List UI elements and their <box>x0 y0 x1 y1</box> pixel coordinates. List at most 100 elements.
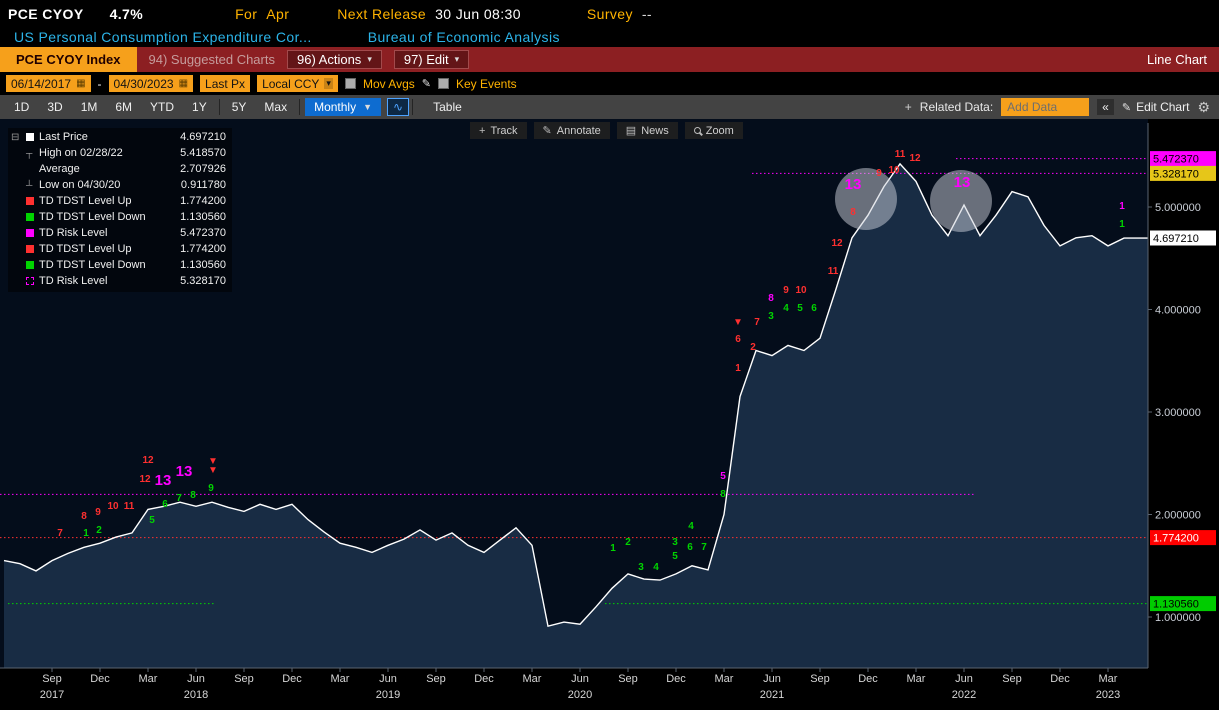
period-tab-6m[interactable]: 6M <box>106 98 141 116</box>
collapse-panel-button[interactable]: « <box>1097 99 1114 115</box>
x-tick-label: Sep <box>42 673 62 685</box>
td-number: 11 <box>828 266 839 277</box>
pencil-icon[interactable]: ✎ <box>422 77 431 90</box>
chevron-down-icon: ▾ <box>367 54 372 65</box>
legend-value: 2.707926 <box>180 163 226 175</box>
price-field-select[interactable]: Last Px <box>200 75 250 92</box>
chevron-down-icon: ▾ <box>324 78 333 89</box>
key-events-checkbox[interactable] <box>438 78 449 89</box>
divider <box>299 99 300 115</box>
annotate-button[interactable]: ✎ Annotate <box>534 122 610 139</box>
gear-icon[interactable]: ⚙ <box>1197 99 1210 116</box>
legend-item[interactable]: TD TDST Level Up1.774200 <box>11 193 226 209</box>
legend-value: 5.418570 <box>180 147 226 159</box>
price-field-value: Last Px <box>205 77 245 91</box>
td-number: 2 <box>750 342 756 353</box>
date-from-field[interactable]: 06/14/2017 ▦ <box>6 75 91 92</box>
td-number: 11 <box>124 501 135 512</box>
calendar-icon[interactable]: ▦ <box>76 78 85 89</box>
high-marker-icon: ┬ <box>26 149 34 157</box>
date-range-separator: - <box>98 77 102 91</box>
edit-button[interactable]: 97) Edit ▾ <box>394 50 469 69</box>
legend-label: TD TDST Level Down <box>39 259 146 271</box>
date-to-field[interactable]: 04/30/2023 ▦ <box>109 75 194 92</box>
period-tab-ytd[interactable]: YTD <box>141 98 183 116</box>
line-chart-icon[interactable]: ∿ <box>387 98 409 116</box>
period-tab-1m[interactable]: 1M <box>72 98 107 116</box>
security-header: PCE CYOY 4.7% For Apr Next Release 30 Ju… <box>0 0 1219 27</box>
table-button[interactable]: Table <box>424 98 471 116</box>
add-data-input[interactable]: Add Data <box>1001 98 1089 116</box>
td-number: 8 <box>850 207 856 218</box>
td-number: 8 <box>81 511 87 522</box>
divider <box>219 99 220 115</box>
period-tab-1d[interactable]: 1D <box>5 98 38 116</box>
x-tick-label: Jun <box>379 673 397 685</box>
period-tab-1y[interactable]: 1Y <box>183 98 216 116</box>
legend-item[interactable]: ⊟Last Price4.697210 <box>11 129 226 145</box>
security-name: US Personal Consumption Expenditure Cor.… <box>14 29 312 45</box>
x-year-label: 2018 <box>184 689 208 701</box>
x-year-label: 2023 <box>1096 689 1120 701</box>
mov-avgs-checkbox[interactable] <box>345 78 356 89</box>
td-number: 4 <box>688 521 694 532</box>
legend-value: 1.774200 <box>180 243 226 255</box>
axis-price-label: 5.472370 <box>1153 154 1199 166</box>
legend-item[interactable]: Average2.707926 <box>11 161 226 177</box>
frequency-select[interactable]: Monthly ▼ <box>305 98 381 116</box>
legend-item[interactable]: TD Risk Level5.328170 <box>11 273 226 289</box>
period-tab-3d[interactable]: 3D <box>38 98 71 116</box>
axis-price-label: 4.697210 <box>1153 233 1199 245</box>
news-icon: ▤ <box>626 124 636 137</box>
td-number: 13 <box>845 176 862 193</box>
legend-item[interactable]: TD TDST Level Up1.774200 <box>11 241 226 257</box>
legend-item[interactable]: ┴Low on 04/30/200.911780 <box>11 177 226 193</box>
legend-item[interactable]: TD TDST Level Down 1.130560 <box>11 257 226 273</box>
legend-collapse-icon[interactable]: ⊟ <box>11 132 21 143</box>
news-button[interactable]: ▤ News <box>617 122 678 139</box>
td-number: 7 <box>754 317 760 328</box>
td-number: 1 <box>83 528 89 539</box>
chart-legend: ⊟Last Price4.697210┬High on 02/28/225.41… <box>8 128 232 292</box>
td-number: 5 <box>672 551 678 562</box>
period-tab-max[interactable]: Max <box>255 98 296 116</box>
td-number: 9 <box>876 168 882 179</box>
y-tick-label: 3.000000 <box>1155 407 1201 419</box>
td-number: 12 <box>831 238 843 249</box>
td-number: 3 <box>638 562 644 573</box>
td-number: 4 <box>653 562 659 573</box>
currency-select[interactable]: Local CCY ▾ <box>257 75 338 92</box>
legend-item[interactable]: ┬High on 02/28/225.418570 <box>11 145 226 161</box>
square-marker-icon <box>26 261 34 269</box>
td-number: 10 <box>795 285 807 296</box>
td-number: 6 <box>811 303 817 314</box>
td-number: 7 <box>57 528 63 539</box>
x-tick-label: Jun <box>571 673 589 685</box>
security-description: US Personal Consumption Expenditure Cor.… <box>0 27 1219 47</box>
square-dashed-marker-icon <box>26 277 34 285</box>
related-data-label[interactable]: Related Data: <box>920 100 993 114</box>
y-tick-label: 1.000000 <box>1155 612 1201 624</box>
calendar-icon[interactable]: ▦ <box>179 78 188 89</box>
edit-chart-button[interactable]: ✎ Edit Chart <box>1122 100 1190 114</box>
td-number: 12 <box>909 153 921 164</box>
suggested-charts-button[interactable]: 94) Suggested Charts <box>149 52 275 67</box>
key-events-label: Key Events <box>456 77 517 91</box>
currency-value: Local CCY <box>262 77 319 91</box>
legend-item[interactable]: TD TDST Level Down1.130560 <box>11 209 226 225</box>
track-button[interactable]: + Track <box>470 122 527 139</box>
x-year-label: 2021 <box>760 689 784 701</box>
actions-button[interactable]: 96) Actions ▾ <box>287 50 382 69</box>
td-arrow-icon: ▼ <box>733 317 743 328</box>
x-tick-label: Dec <box>666 673 686 685</box>
legend-value: 1.130560 <box>180 259 226 271</box>
x-year-label: 2020 <box>568 689 592 701</box>
legend-item[interactable]: TD Risk Level5.472370 <box>11 225 226 241</box>
x-tick-label: Mar <box>907 673 926 685</box>
td-number: 3 <box>768 311 774 322</box>
td-number: 13 <box>176 463 193 480</box>
index-tab[interactable]: PCE CYOY Index <box>0 47 137 72</box>
td-number: 11 <box>895 149 906 160</box>
period-tab-5y[interactable]: 5Y <box>223 98 256 116</box>
zoom-button[interactable]: Zoom <box>685 122 743 139</box>
